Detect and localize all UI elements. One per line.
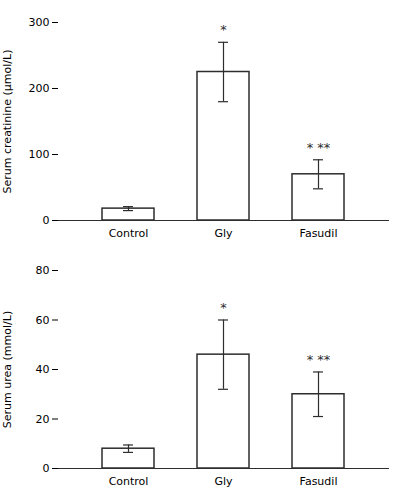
svg-text:Control: Control [109,475,149,488]
svg-text:Gly: Gly [214,227,233,240]
svg-text:0: 0 [43,462,50,475]
svg-text:Serum creatinine (μmol/L): Serum creatinine (μmol/L) [1,50,14,194]
svg-text:100: 100 [29,148,50,161]
svg-text:Serum urea (mmol/L): Serum urea (mmol/L) [1,311,14,428]
svg-text:40: 40 [36,363,50,376]
svg-text:Control: Control [109,227,149,240]
svg-text:*: * [220,300,227,315]
svg-text:60: 60 [36,314,50,327]
svg-text:Gly: Gly [214,475,233,488]
svg-text:Fasudil: Fasudil [300,227,338,240]
svg-text:0: 0 [43,214,50,227]
svg-text:*: * [220,22,227,37]
svg-text:80: 80 [36,264,50,277]
svg-text:300: 300 [29,16,50,29]
svg-text:Fasudil: Fasudil [300,475,338,488]
svg-text:200: 200 [29,82,50,95]
svg-text:20: 20 [36,413,50,426]
svg-text:* **: * ** [307,140,331,155]
svg-text:* **: * ** [307,352,331,367]
